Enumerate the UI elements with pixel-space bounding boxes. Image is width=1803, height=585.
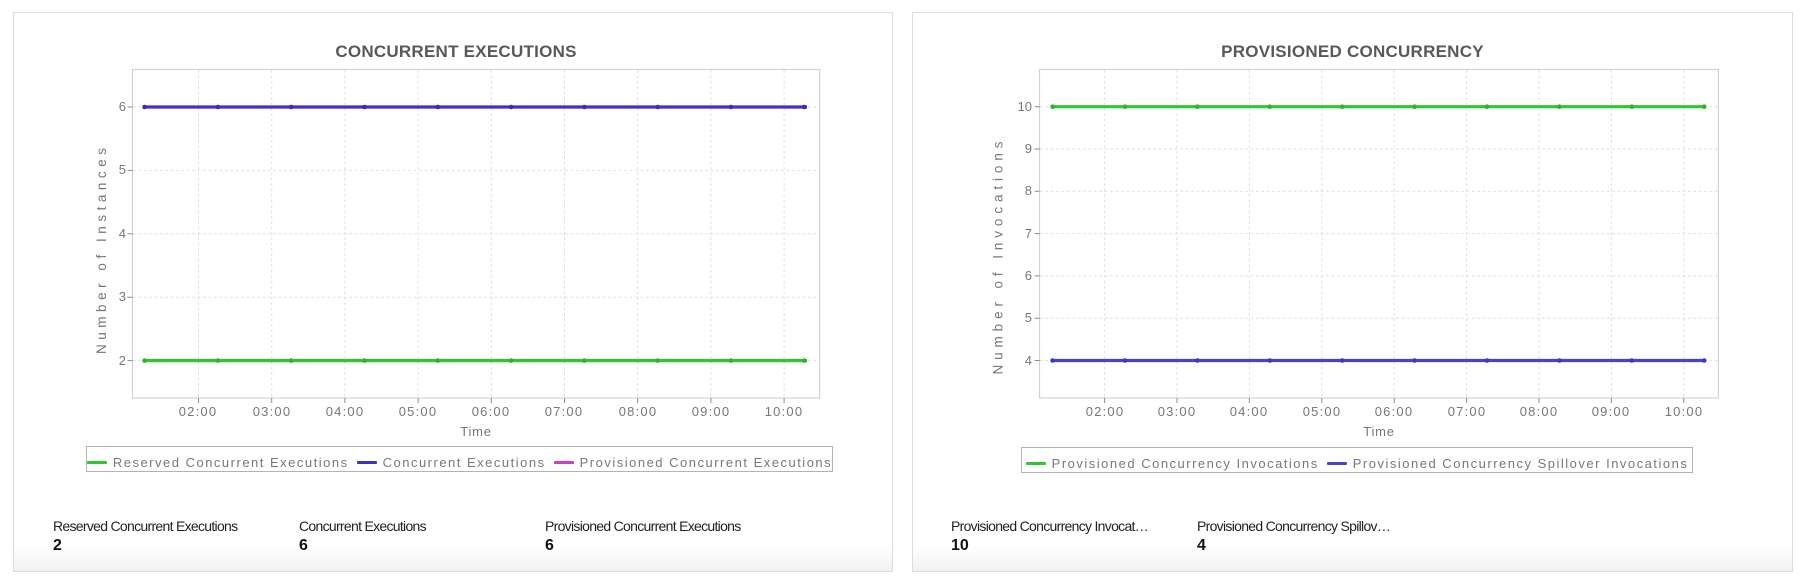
svg-text:Number of Instances: Number of Instances — [94, 148, 109, 354]
svg-text:Number of Invocations: Number of Invocations — [991, 141, 1006, 374]
